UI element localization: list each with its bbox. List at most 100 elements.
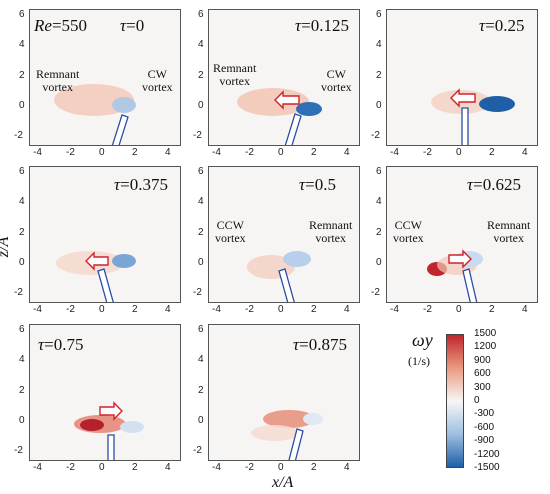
annotation-cw-vortex: CW vortex xyxy=(142,67,173,94)
colorbar-title: ωy xyxy=(412,330,433,350)
annotation-ccw-vortex: CCW vortex xyxy=(215,218,246,245)
colorbar-tick-label: 900 xyxy=(474,354,491,366)
annotation-remnant-vortex: Remnant vortex xyxy=(213,61,257,88)
y-tick-label: 0 xyxy=(19,99,25,111)
positive-vorticity-blob xyxy=(237,88,309,116)
x-tick-label: 0 xyxy=(278,147,284,158)
x-tick-label: -2 xyxy=(66,147,75,158)
x-tick-label: 2 xyxy=(311,147,317,158)
motion-arrow xyxy=(274,90,300,110)
x-tick-label: 4 xyxy=(522,147,528,158)
panel-tau-0.125: τ=0.125 Remnant vortex CW vortex xyxy=(208,9,360,146)
colorbar-tick-label: -1200 xyxy=(474,448,500,460)
y-tick-label: 0 xyxy=(376,256,382,268)
field-plot xyxy=(431,88,515,145)
reynolds-label: Re=550 xyxy=(34,16,88,35)
x-tick-label: 2 xyxy=(311,304,317,315)
y-tick-label: 0 xyxy=(198,99,204,111)
y-tick-label: 2 xyxy=(19,384,25,396)
y-tick-label: 4 xyxy=(19,354,25,366)
y-tick-label: 2 xyxy=(19,69,25,81)
tau-label: τ=0.5 xyxy=(299,175,336,194)
x-tick-label: 4 xyxy=(344,304,350,315)
y-tick-label: -2 xyxy=(193,287,202,298)
panel-tau-0.625: τ=0.625 CCW vortex Remnant vortex xyxy=(386,166,538,303)
colorbar-tick-label: 600 xyxy=(474,368,491,380)
x-axis-label: x/A xyxy=(272,474,294,491)
field-plot xyxy=(427,249,483,302)
x-tick-label: 4 xyxy=(165,304,171,315)
colorbar-tick-label: 0 xyxy=(474,395,480,406)
y-tick-label: 4 xyxy=(198,39,204,51)
x-tick-label: -4 xyxy=(390,304,399,315)
field-plot xyxy=(54,84,136,145)
flapping-plate xyxy=(97,268,114,302)
y-tick-label: 6 xyxy=(19,166,25,177)
x-tick-label: 0 xyxy=(456,304,462,315)
field-plot xyxy=(247,251,311,302)
x-tick-label: -4 xyxy=(33,304,42,315)
field-plot xyxy=(56,251,136,302)
x-tick-label: -4 xyxy=(212,147,221,158)
motion-arrow xyxy=(448,249,472,269)
flapping-plate xyxy=(462,268,478,302)
x-tick-label: 4 xyxy=(344,462,350,473)
tau-label: τ=0 xyxy=(120,16,145,35)
y-tick-label: -2 xyxy=(14,130,23,141)
x-tick-label: 4 xyxy=(165,462,171,473)
x-tick-label: 4 xyxy=(522,304,528,315)
annotation-remnant-vortex: Remnant vortex xyxy=(487,218,531,245)
negative-vorticity-blob xyxy=(479,96,515,112)
tau-label: τ=0.75 xyxy=(38,335,84,354)
tau-label: τ=0.625 xyxy=(467,175,521,194)
y-tick-label: 6 xyxy=(198,166,204,177)
y-tick-label: 2 xyxy=(198,384,204,396)
panel-tau-0.25: τ=0.25 xyxy=(386,9,538,146)
y-tick-label: -2 xyxy=(193,445,202,456)
x-tick-label: -2 xyxy=(66,462,75,473)
colorbar-tick-label: -1500 xyxy=(474,462,500,473)
tau-label: τ=0.25 xyxy=(479,16,525,35)
negative-vorticity-blob xyxy=(283,251,311,267)
x-tick-label: 0 xyxy=(99,462,105,473)
x-tick-label: -2 xyxy=(423,304,432,315)
x-tick-label: -2 xyxy=(245,147,254,158)
y-tick-label: 0 xyxy=(19,256,25,268)
x-tick-label: -2 xyxy=(66,304,75,315)
y-tick-label: 0 xyxy=(376,99,382,111)
colorbar-tick-label: 300 xyxy=(474,381,491,393)
y-tick-label: -2 xyxy=(371,130,380,141)
flapping-plate xyxy=(284,113,302,145)
y-tick-label: 4 xyxy=(376,196,382,208)
motion-arrow xyxy=(99,401,123,421)
x-tick-label: -2 xyxy=(245,304,254,315)
panel-tau-0.875: τ=0.875 xyxy=(208,324,360,461)
colorbar-tick-label: 1500 xyxy=(474,328,497,339)
x-tick-label: -4 xyxy=(212,462,221,473)
x-tick-label: 2 xyxy=(132,147,138,158)
x-tick-label: 0 xyxy=(278,304,284,315)
colorbar-tick-label: 1200 xyxy=(474,341,497,353)
colorbar-tick-label: -600 xyxy=(474,421,495,433)
y-tick-label: -2 xyxy=(14,287,23,298)
x-tick-label: 2 xyxy=(489,147,495,158)
x-tick-label: -4 xyxy=(212,304,221,315)
y-tick-label: 6 xyxy=(19,9,25,20)
y-tick-label: 4 xyxy=(198,196,204,208)
y-tick-label: 6 xyxy=(198,9,204,20)
y-tick-label: -2 xyxy=(371,287,380,298)
y-tick-label: 6 xyxy=(376,166,382,177)
x-tick-label: -4 xyxy=(390,147,399,158)
flapping-plate xyxy=(107,434,115,460)
colorbar-unit: (1/s) xyxy=(408,354,430,368)
y-tick-label: -2 xyxy=(193,130,202,141)
y-tick-label: 2 xyxy=(376,226,382,238)
y-tick-label: 6 xyxy=(198,324,204,335)
x-tick-label: -4 xyxy=(33,462,42,473)
x-tick-label: 4 xyxy=(344,147,350,158)
y-tick-label: 4 xyxy=(376,39,382,51)
motion-arrow xyxy=(450,88,476,108)
negative-vorticity-blob xyxy=(303,413,323,425)
negative-vorticity-blob xyxy=(112,97,136,113)
y-tick-label: 0 xyxy=(198,414,204,426)
